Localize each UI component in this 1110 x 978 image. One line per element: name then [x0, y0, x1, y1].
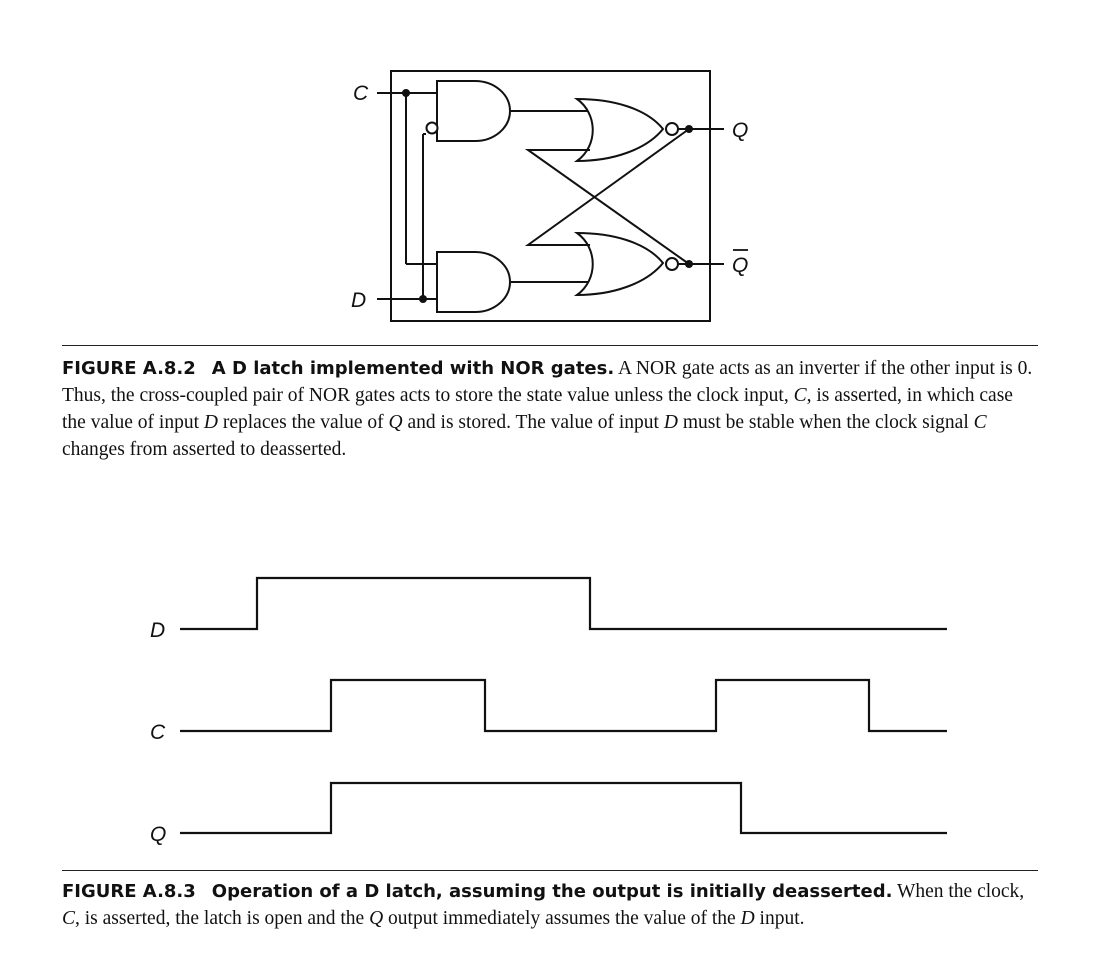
caption-text: and is stored. The value of input [402, 412, 664, 433]
caption-text: input. [754, 908, 805, 929]
waveform-d [180, 576, 947, 631]
caption-text: , is asserted, in which case the value o… [62, 385, 1013, 433]
figure-label: FIGURE A.8.2 [62, 358, 196, 379]
caption-text: A NOR gate acts as an inverter if the ot… [62, 358, 1033, 406]
caption-var: Q [388, 412, 403, 433]
junction-dot [685, 260, 693, 268]
nor-bubble-top [665, 122, 679, 136]
nor-bubble-bottom [665, 257, 679, 271]
caption-var: C [62, 908, 76, 929]
caption-var: D [203, 412, 218, 433]
caption-var: C [973, 412, 987, 433]
figure-label: FIGURE A.8.3 [62, 881, 196, 902]
input-label-c: C [353, 82, 369, 105]
input-label-d: D [351, 289, 366, 312]
caption-rule [62, 870, 1038, 871]
caption-text: When the clock, [892, 881, 1025, 902]
waveform-c [180, 678, 947, 733]
output-label-q-bar: Q [732, 254, 748, 277]
signal-label-d: D [150, 619, 165, 642]
nor-gate-top [573, 97, 665, 163]
junction-dot [402, 89, 410, 97]
caption-text: output immediately assumes the value of … [383, 908, 741, 929]
d-latch-schematic: C D Q Q [351, 70, 748, 322]
inversion-bubble-d [425, 121, 439, 135]
junction-dot [685, 125, 693, 133]
figure-caption-a83: FIGURE A.8.3 Operation of a D latch, assu… [62, 878, 1040, 932]
figure-caption-a82: FIGURE A.8.2 A D latch implemented with N… [62, 355, 1040, 463]
timing-diagram: D C Q [150, 576, 947, 846]
figure-title: A D latch implemented with NOR gates. [211, 358, 615, 379]
junction-dot [419, 295, 427, 303]
caption-text: changes from asserted to deasserted. [62, 439, 347, 460]
feedback-q-bar [524, 149, 690, 265]
nor-gate-bottom [573, 231, 665, 297]
feedback-q [524, 128, 690, 246]
and-gate-bottom [436, 251, 511, 313]
caption-text: , is asserted, the latch is open and the [75, 908, 370, 929]
signal-label-q: Q [150, 823, 166, 846]
signal-label-c: C [150, 721, 166, 744]
and-gate-top [436, 80, 511, 142]
caption-var: D [663, 412, 678, 433]
caption-rule [62, 345, 1038, 346]
latch-enclosure [390, 70, 711, 322]
output-label-q: Q [732, 119, 748, 142]
caption-var: Q [369, 908, 384, 929]
caption-var: D [740, 908, 755, 929]
caption-text: must be stable when the clock signal [677, 412, 974, 433]
waveform-q [180, 781, 947, 835]
caption-var: C [793, 385, 807, 406]
caption-text: replaces the value of [217, 412, 389, 433]
figure-title: Operation of a D latch, assuming the out… [211, 881, 893, 902]
